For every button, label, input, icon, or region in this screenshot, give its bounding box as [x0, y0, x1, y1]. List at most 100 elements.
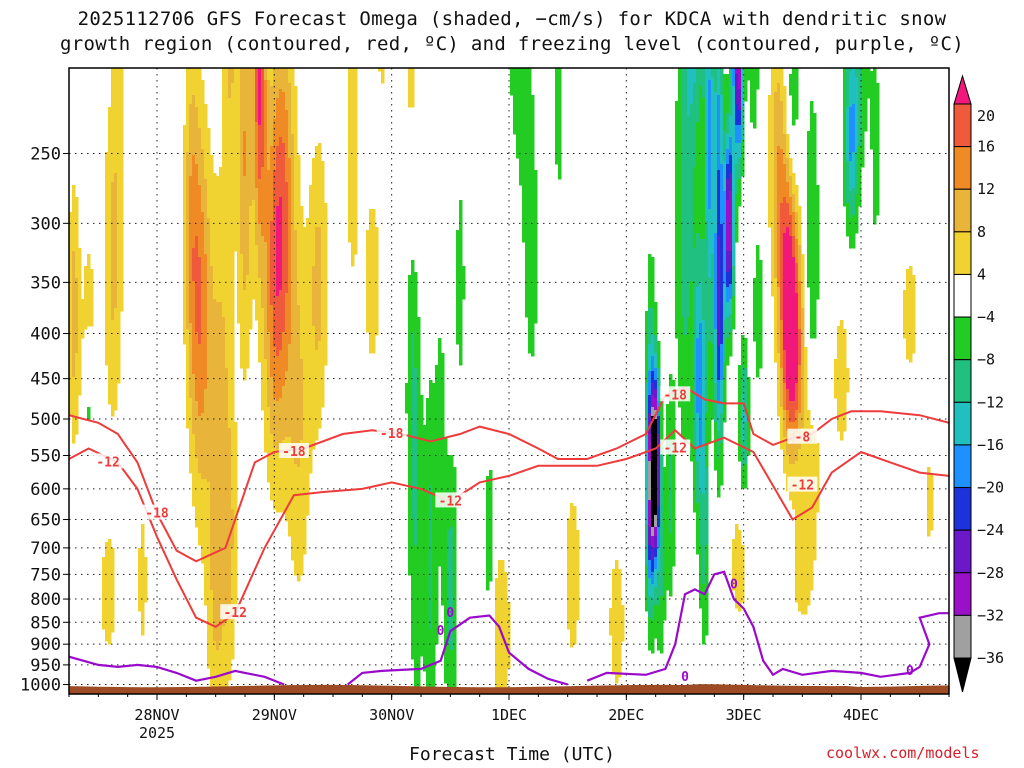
omega-cell-3447 — [225, 365, 229, 369]
omega-cell-1798 — [198, 155, 202, 159]
omega-cell-4780 — [258, 257, 262, 261]
omega-cell-3965 — [234, 92, 238, 96]
omega-cell-756 — [111, 593, 115, 597]
omega-cell-4245 — [240, 308, 244, 312]
omega-cell-97 — [72, 272, 76, 276]
omega-cell-4095 — [237, 113, 241, 117]
omega-cell-2406 — [207, 578, 211, 582]
omega-cell-884 — [117, 71, 121, 75]
omega-cell-478 — [105, 602, 109, 606]
omega-cell-752 — [111, 581, 115, 585]
omega-cell-774 — [114, 83, 118, 87]
omega-cell-1892 — [198, 437, 202, 441]
omega-cell-693 — [111, 272, 115, 276]
omega-cell-4012 — [234, 233, 238, 237]
omega-cell-1458 — [189, 437, 193, 441]
omega-cell-4093 — [237, 107, 241, 111]
omega-cell-394 — [105, 173, 109, 177]
omega-cell-2827 — [216, 287, 220, 291]
omega-cell-1098 — [141, 548, 145, 552]
omega-cell-767 — [111, 626, 115, 630]
omega-cell-3186 — [222, 209, 226, 213]
omega-cell-4422 — [246, 227, 250, 231]
omega-cell-3973 — [234, 116, 238, 120]
omega-cell-1493 — [192, 137, 196, 141]
omega-cell-1425 — [189, 338, 193, 342]
omega-cell-2982 — [219, 224, 223, 228]
omega-cell-272 — [78, 365, 82, 369]
omega-cell-2501 — [210, 350, 214, 354]
omega-cell-1204 — [183, 311, 187, 315]
omega-cell-3088 — [219, 542, 223, 546]
omega-cell-244 — [78, 281, 82, 285]
omega-cell-4161 — [237, 311, 241, 315]
omega-cell-2691 — [213, 398, 217, 402]
omega-cell-3586 — [228, 158, 232, 162]
omega-cell-3303 — [222, 560, 226, 564]
omega-cell-4805 — [258, 332, 262, 336]
omega-cell-2879 — [216, 443, 220, 447]
omega-cell-1048 — [120, 248, 124, 252]
omega-cell-1182 — [183, 245, 187, 249]
omega-cell-1870 — [198, 371, 202, 375]
omega-cell-4292 — [243, 149, 247, 153]
omega-cell-3485 — [225, 479, 229, 483]
omega-cell-1616 — [195, 68, 199, 72]
omega-cell-2843 — [216, 335, 220, 339]
omega-cell-4299 — [243, 170, 247, 174]
omega-cell-3522 — [225, 590, 229, 594]
omega-cell-1761 — [195, 503, 199, 507]
omega-cell-2140 — [204, 257, 208, 261]
omega-cell-3430 — [225, 314, 229, 318]
omega-cell-3143 — [222, 80, 226, 84]
omega-cell-3031 — [219, 371, 223, 375]
omega-cell-4789 — [258, 284, 262, 288]
omega-cell-3888 — [231, 452, 235, 456]
omega-cell-2610 — [210, 677, 214, 681]
omega-cell-3376 — [225, 152, 229, 156]
omega-cell-3008 — [219, 302, 223, 306]
omega-cell-1886 — [198, 419, 202, 423]
omega-cell-2288 — [207, 224, 211, 228]
omega-cell-2530 — [210, 437, 214, 441]
omega-cell-519 — [108, 191, 112, 195]
omega-cell-3095 — [219, 563, 223, 567]
omega-cell-1881 — [198, 404, 202, 408]
omega-cell-4463 — [246, 350, 250, 354]
omega-cell-4693 — [255, 248, 259, 252]
omega-cell-3780 — [231, 128, 235, 132]
omega-cell-3629 — [228, 287, 232, 291]
omega-cell-4522 — [249, 227, 253, 231]
omega-cell-4596 — [252, 188, 256, 192]
omega-cell-961 — [117, 302, 121, 306]
omega-cell-1622 — [195, 86, 199, 90]
omega-cell-4078 — [234, 602, 238, 606]
omega-cell-2217 — [204, 488, 208, 492]
omega-cell-2821 — [216, 269, 220, 273]
omega-cell-2628 — [213, 209, 217, 213]
omega-cell-1891 — [198, 434, 202, 438]
omega-cell-3070 — [219, 488, 223, 492]
omega-cell-185 — [75, 290, 79, 294]
omega-cell-4944 — [264, 113, 268, 117]
omega-cell-4308 — [243, 197, 247, 201]
omega-cell-782 — [114, 107, 118, 111]
omega-cell-2976 — [219, 206, 223, 210]
omega-cell-477 — [105, 599, 109, 603]
omega-cell-2568 — [210, 551, 214, 555]
omega-cell-4636 — [255, 77, 259, 81]
omega-cell-4715 — [255, 314, 259, 318]
omega-cell-1475 — [192, 83, 196, 87]
omega-cell-3107 — [219, 599, 223, 603]
omega-cell-2300 — [207, 260, 211, 264]
omega-cell-1016 — [120, 152, 124, 156]
omega-cell-3604 — [228, 212, 232, 216]
omega-cell-518 — [108, 188, 112, 192]
omega-cell-680 — [111, 233, 115, 237]
omega-cell-4967 — [264, 182, 268, 186]
chart-title-line-2: growth region (contoured, red, ºC) and f… — [60, 33, 964, 55]
omega-cell-3863 — [231, 377, 235, 381]
omega-cell-2933 — [216, 605, 220, 609]
omega-cell-2910 — [216, 536, 220, 540]
omega-cell-4903 — [261, 332, 265, 336]
